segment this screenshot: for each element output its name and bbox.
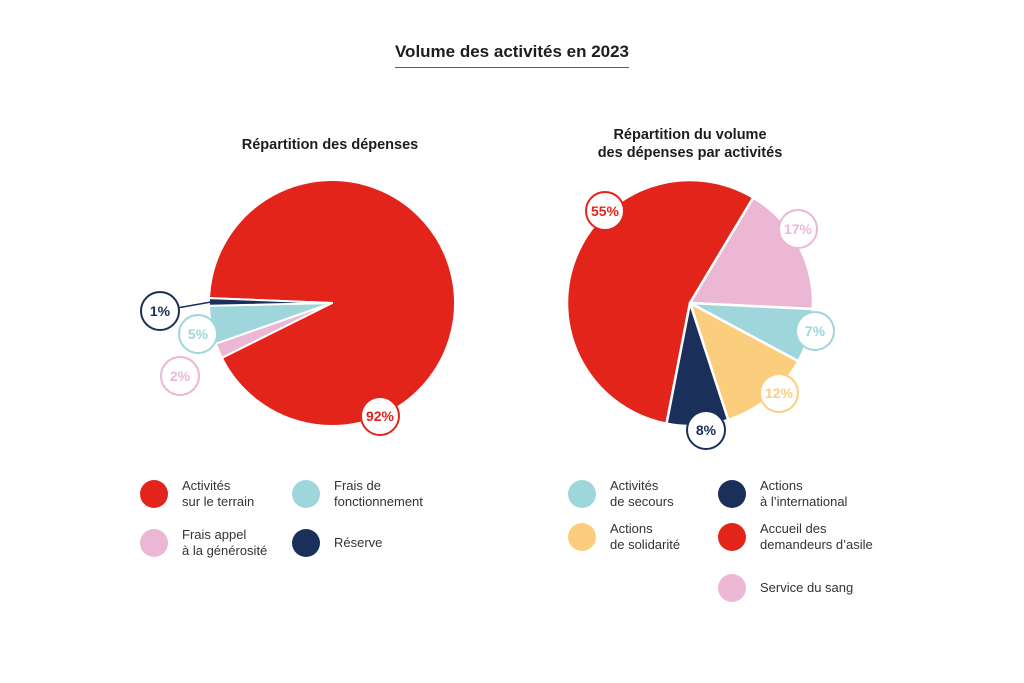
legend-label: Accueil des demandeurs d’asile (760, 521, 873, 552)
legend-swatch (140, 529, 168, 557)
left-chart-title: Répartition des dépenses (241, 137, 419, 153)
legend-item-activites-secours: Activités de secours (568, 478, 674, 510)
legend-item-frais-fonctionnement: Frais de fonctionnement (292, 478, 423, 510)
legend-label: Activités de secours (610, 478, 674, 509)
legend-item-service-sang: Service du sang (718, 574, 853, 602)
pie-chart-activites: 55% 17% 7% 12% 8% (565, 178, 835, 450)
value-bubble (585, 191, 625, 231)
legend-label: Activités sur le terrain (182, 478, 255, 509)
legend-swatch (718, 523, 746, 551)
main-title: Volume des activités en 2023 (0, 42, 1024, 68)
legend-swatch (292, 529, 320, 557)
legend-swatch (568, 480, 596, 508)
legend-swatch (140, 480, 168, 508)
legend-label: Frais de fonctionnement (334, 478, 423, 509)
value-bubble (795, 311, 835, 351)
value-bubble (140, 291, 180, 331)
value-label: 5% (188, 326, 209, 342)
value-bubble (178, 314, 218, 354)
legend-item-actions-solidarite: Actions de solidarité (568, 521, 680, 553)
main-title-text: Volume des activités en 2023 (394, 42, 630, 68)
value-bubble (686, 410, 726, 450)
value-label: 12% (765, 385, 794, 401)
legend-item-frais-appel-generosite: Frais appel à la générosité (140, 527, 267, 559)
value-label: 8% (696, 422, 717, 438)
value-label: 17% (784, 221, 813, 237)
legend-label: Actions à l’international (760, 478, 848, 509)
legend-item-reserve: Réserve (292, 529, 382, 557)
legend-label: Actions de solidarité (610, 521, 681, 552)
value-label: 1% (150, 303, 171, 319)
value-label: 55% (591, 203, 620, 219)
value-bubble (160, 356, 200, 396)
legend-label: Service du sang (760, 580, 854, 595)
legend-swatch (568, 523, 596, 551)
pie-slice-accueil-des-demandeurs-d-asile (565, 178, 755, 425)
value-label: 7% (805, 323, 826, 339)
value-label: 92% (366, 408, 395, 424)
legend-item-accueil-demandeurs-asile: Accueil des demandeurs d’asile (718, 521, 873, 553)
legend-label: Frais appel à la générosité (182, 527, 268, 558)
legend-swatch (718, 480, 746, 508)
legend-item-actions-international: Actions à l’international (718, 478, 847, 510)
value-bubble (360, 396, 400, 436)
right-chart-title: Répartition du volume des dépenses par a… (597, 127, 783, 161)
legend-label: Réserve (334, 535, 383, 550)
pie-chart-depenses: 92% 2% 5% 1% (140, 179, 456, 436)
legend-item-activites-terrain: Activités sur le terrain (140, 478, 254, 510)
value-bubble (759, 373, 799, 413)
legend-swatch (718, 574, 746, 602)
legend-swatch (292, 480, 320, 508)
value-bubble (778, 209, 818, 249)
value-label: 2% (170, 368, 191, 384)
